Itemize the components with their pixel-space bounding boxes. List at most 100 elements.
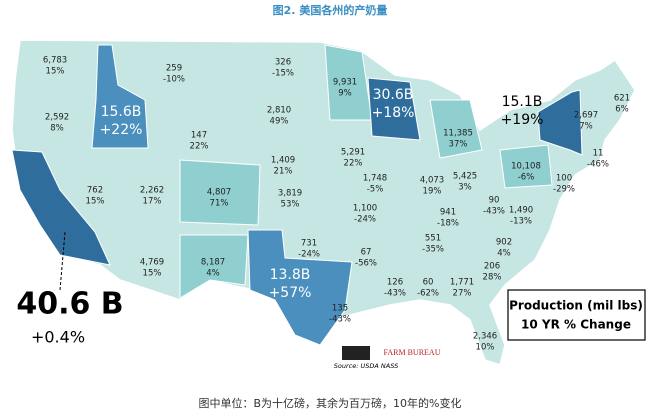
state-value: 9,931 bbox=[333, 78, 357, 88]
state-value: 1,771 bbox=[450, 278, 474, 288]
state-change: -56% bbox=[355, 259, 377, 269]
state-value: 10,108 bbox=[511, 162, 541, 172]
state-change: 71% bbox=[210, 199, 229, 209]
state-value: 126 bbox=[387, 278, 403, 288]
state-shade bbox=[499, 144, 553, 189]
state-shade bbox=[179, 234, 249, 299]
state-wisconsin bbox=[367, 77, 421, 141]
footer-note: 图中单位：B为十亿磅，其余为百万磅，10年的%变化 bbox=[199, 396, 462, 410]
state-value: 762 bbox=[87, 186, 103, 196]
state-value: 147 bbox=[191, 131, 207, 141]
state-change: -35% bbox=[422, 245, 444, 255]
state-value: 67 bbox=[361, 248, 372, 258]
state-change: -18% bbox=[437, 219, 459, 229]
state-value: 621 bbox=[614, 94, 630, 104]
legend-box bbox=[507, 289, 646, 341]
state-value: 100 bbox=[556, 174, 572, 184]
state-value: 259 bbox=[166, 64, 182, 74]
state-change: 6% bbox=[615, 105, 629, 115]
state-change: 22% bbox=[344, 159, 363, 169]
state-value: 941 bbox=[440, 208, 456, 218]
state-change: -46% bbox=[587, 160, 609, 170]
state-value: 4,769 bbox=[140, 258, 164, 268]
state-change: 4% bbox=[497, 249, 511, 259]
state-value: 5,291 bbox=[341, 148, 365, 158]
state-change: -10% bbox=[163, 75, 185, 85]
state-change: 53% bbox=[281, 200, 300, 210]
state-change: -6% bbox=[518, 173, 535, 183]
state-value: 8,187 bbox=[201, 258, 225, 268]
state-change: -29% bbox=[553, 185, 575, 195]
state-change: 3% bbox=[458, 183, 472, 193]
state-value: 326 bbox=[275, 58, 291, 68]
state-change: +0.4% bbox=[31, 328, 85, 347]
state-change: 8% bbox=[50, 124, 64, 134]
state-change: 10% bbox=[476, 343, 495, 353]
state-change: 49% bbox=[270, 117, 289, 127]
state-change: 15% bbox=[86, 197, 105, 207]
state-value: 90 bbox=[489, 196, 500, 206]
state-change: -13% bbox=[510, 217, 532, 227]
state-change: -43% bbox=[329, 315, 351, 325]
state-value: 6,783 bbox=[43, 56, 67, 66]
state-value: 30.6B bbox=[373, 87, 414, 103]
state-value: 1,748 bbox=[363, 174, 387, 184]
state-shade bbox=[429, 99, 483, 159]
title: 图2. 美国各州的产奶量 bbox=[273, 3, 388, 17]
logo-name: FARM BUREAU bbox=[384, 348, 441, 357]
state-value: 4,073 bbox=[420, 176, 444, 186]
state-change: -24% bbox=[354, 215, 376, 225]
state-change: 19% bbox=[423, 187, 442, 197]
legend-line: 10 YR % Change bbox=[521, 318, 631, 332]
state-change: 22% bbox=[190, 142, 209, 152]
state-value: 11 bbox=[593, 149, 604, 159]
state-value: 2,810 bbox=[267, 106, 291, 116]
state-value: 2,697 bbox=[574, 111, 598, 121]
state-newyork bbox=[537, 89, 583, 156]
state-value: 731 bbox=[301, 239, 317, 249]
state-value: 902 bbox=[496, 238, 512, 248]
state-change: 9% bbox=[338, 89, 352, 99]
state-value: 206 bbox=[484, 262, 500, 272]
state-value: 15.1B bbox=[502, 94, 543, 110]
us-outline bbox=[11, 39, 636, 366]
state-change: 37% bbox=[449, 140, 468, 150]
state-change: +19% bbox=[501, 112, 544, 128]
state-value: 2,346 bbox=[473, 332, 497, 342]
state-change: -15% bbox=[272, 69, 294, 79]
state-change: -43% bbox=[483, 207, 505, 217]
state-value: 15.6B bbox=[101, 104, 142, 120]
state-value: 11,385 bbox=[443, 129, 473, 139]
state-shade bbox=[179, 159, 261, 226]
state-value: 13.8B bbox=[270, 267, 311, 283]
state-value: 1,490 bbox=[509, 206, 533, 216]
state-change: 7% bbox=[579, 122, 593, 132]
state-change: -5% bbox=[367, 185, 384, 195]
state-value: 2,592 bbox=[45, 113, 69, 123]
logo-source: Source: USDA NASS bbox=[334, 362, 398, 370]
state-value: 135 bbox=[332, 304, 348, 314]
state-idaho bbox=[91, 44, 149, 149]
state-value: 5,425 bbox=[453, 172, 477, 182]
logo-mark bbox=[342, 346, 370, 360]
state-california bbox=[11, 149, 111, 266]
state-value: 40.6 B bbox=[16, 287, 123, 322]
state-change: 21% bbox=[274, 167, 293, 177]
state-change: 4% bbox=[206, 269, 220, 279]
state-change: 27% bbox=[453, 289, 472, 299]
legend-line: Production (mil lbs) bbox=[509, 299, 643, 313]
state-value: 1,100 bbox=[353, 204, 377, 214]
state-change: 28% bbox=[483, 273, 502, 283]
state-texas bbox=[247, 229, 353, 346]
state-value: 551 bbox=[425, 234, 441, 244]
state-value: 4,807 bbox=[207, 188, 231, 198]
state-value: 1,409 bbox=[271, 156, 295, 166]
state-change: 15% bbox=[143, 269, 162, 279]
state-change: 15% bbox=[46, 67, 65, 77]
state-change: -62% bbox=[417, 289, 439, 299]
state-change: -43% bbox=[384, 289, 406, 299]
state-value: 3,819 bbox=[278, 189, 302, 199]
state-value: 2,262 bbox=[140, 186, 164, 196]
